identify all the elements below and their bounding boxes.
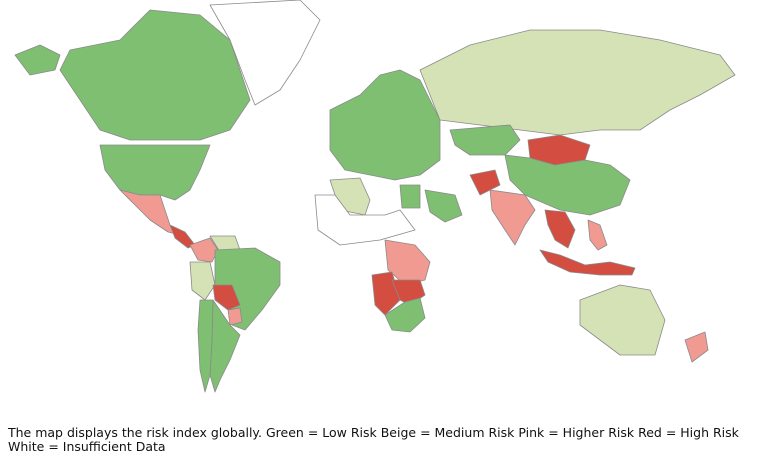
region-chile [197, 299, 214, 393]
caption-line-2: White = Insufficient Data [8, 439, 166, 454]
region-kazakhstan [449, 124, 521, 156]
region-bolivia [212, 284, 241, 311]
region-afghanistan [469, 169, 501, 196]
region-india [489, 189, 536, 246]
region-europe [329, 69, 441, 181]
map-caption: The map displays the risk index globally… [8, 426, 753, 454]
region-southeast-asia [544, 209, 576, 249]
map-canvas [14, 0, 736, 393]
caption-line-1: The map displays the risk index globally… [8, 425, 739, 440]
region-south-africa [384, 297, 426, 333]
region-china [504, 154, 631, 216]
region-central-africa [384, 239, 431, 286]
region-australia [579, 284, 666, 356]
world-risk-map [14, 0, 736, 393]
region-united-states [99, 144, 211, 201]
region-greenland [209, 0, 321, 106]
region-russia [419, 29, 736, 136]
region-philippines [587, 219, 608, 251]
region-west-africa [314, 194, 416, 246]
region-egypt [399, 184, 421, 209]
region-saudi-arabia [424, 189, 463, 223]
region-peru [189, 261, 216, 301]
region-new-zealand [684, 331, 709, 363]
region-indonesia [539, 249, 636, 276]
region-canada [14, 9, 251, 141]
region-paraguay [227, 307, 243, 326]
